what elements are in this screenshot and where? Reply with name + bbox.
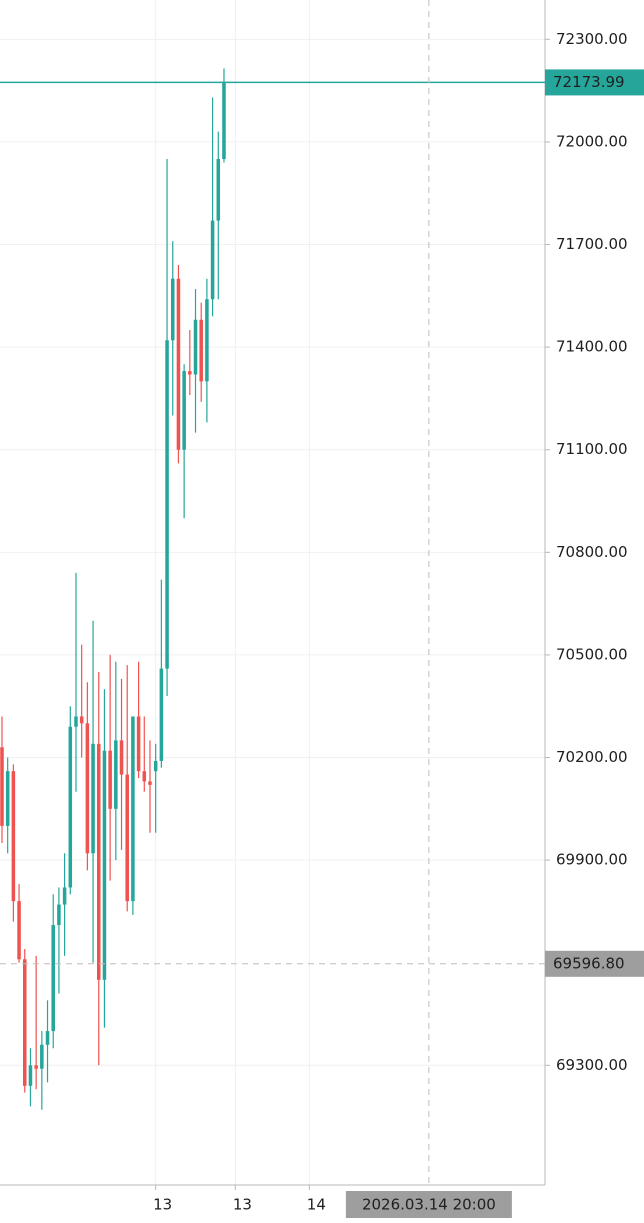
candle-body <box>51 925 55 1032</box>
candle-body <box>34 1065 38 1069</box>
y-tick-label: 72000.00 <box>556 132 628 150</box>
candle-body <box>210 220 215 300</box>
y-tick-label: 71400.00 <box>556 338 628 356</box>
candle-body <box>17 901 21 960</box>
candle-body <box>216 159 221 221</box>
candle-body <box>28 1065 33 1086</box>
candle-body <box>148 781 152 785</box>
candle-body <box>222 82 226 160</box>
candle-body <box>91 743 95 854</box>
candle-body <box>22 959 27 1086</box>
candle-body <box>85 723 90 854</box>
y-tick-label: 69300.00 <box>556 1056 628 1074</box>
candle-body <box>182 371 186 450</box>
crosshair-time-label: 2026.03.14 20:00 <box>362 1196 496 1214</box>
candle-body <box>199 319 203 382</box>
candle-body <box>40 1044 44 1069</box>
candle-body <box>153 760 158 772</box>
candle-body <box>119 740 124 775</box>
plot-area <box>0 0 545 1185</box>
candle-body <box>0 747 4 826</box>
candle-body <box>176 278 181 450</box>
candle-body <box>96 743 101 980</box>
y-tick-label: 70500.00 <box>556 645 628 663</box>
candle-body <box>74 716 78 727</box>
candle-body <box>11 771 16 902</box>
y-tick-label: 71700.00 <box>556 235 628 253</box>
x-tick-label: 13 <box>153 1196 172 1214</box>
candle-body <box>102 750 107 980</box>
y-tick-label: 72300.00 <box>556 30 628 48</box>
candle-body <box>114 740 118 809</box>
candle-body <box>68 726 73 888</box>
price-label: 72173.99 <box>553 73 625 91</box>
candle-body <box>57 904 61 926</box>
price-label-box <box>545 69 644 96</box>
candle-body <box>188 371 192 375</box>
candle-body <box>45 1031 50 1045</box>
y-tick-label: 71100.00 <box>556 440 628 458</box>
y-tick-label: 70200.00 <box>556 748 628 766</box>
crosshair-price-label: 69596.80 <box>553 954 625 972</box>
candle-body <box>108 750 112 809</box>
candle-body <box>205 299 209 382</box>
candle-body <box>142 771 147 782</box>
x-tick-label: 13 <box>233 1196 252 1214</box>
candle-body <box>5 771 10 826</box>
candle-body <box>62 887 67 905</box>
candle-body <box>165 340 169 669</box>
x-tick-label: 14 <box>307 1196 326 1214</box>
candle-body <box>79 716 84 724</box>
crosshair-time-box <box>345 1191 512 1218</box>
candle-body <box>131 716 135 902</box>
candle-body <box>136 716 141 772</box>
candle-body <box>193 319 198 375</box>
candle-body <box>159 668 164 761</box>
candle-body <box>125 774 129 902</box>
y-tick-label: 69900.00 <box>556 851 628 869</box>
candle-body <box>170 278 175 341</box>
crosshair-price-box <box>545 950 644 977</box>
y-tick-label: 70800.00 <box>556 543 628 561</box>
